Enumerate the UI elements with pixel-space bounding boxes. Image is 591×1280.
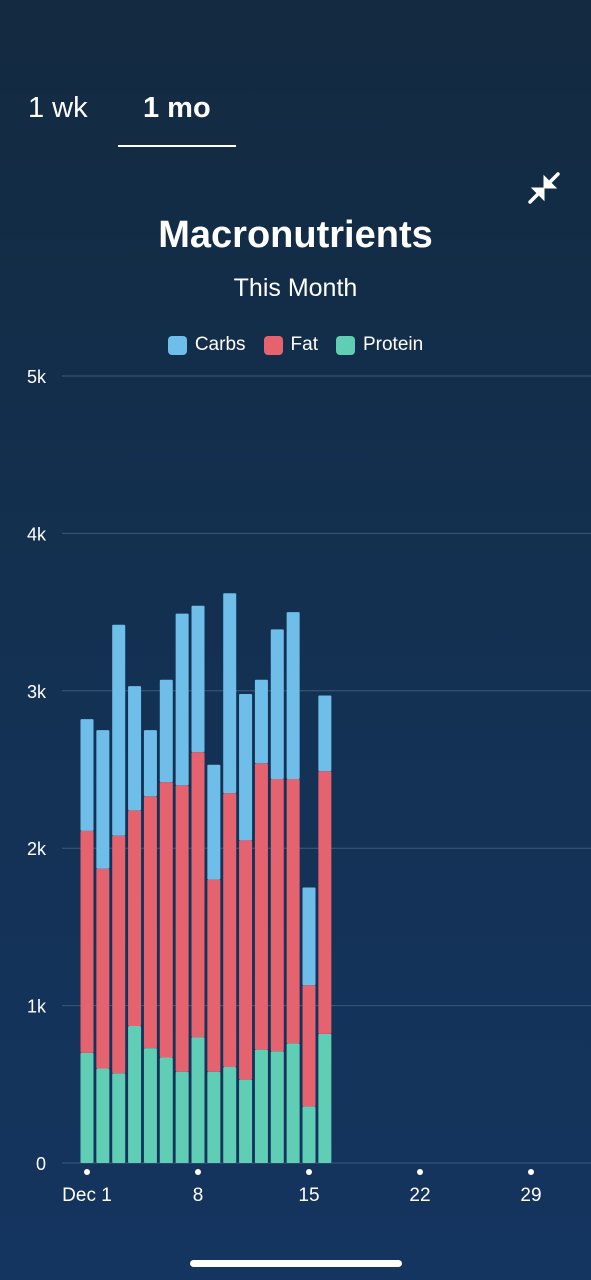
bar-carbs-11: [239, 693, 253, 841]
bar-fat-1: [80, 830, 94, 1053]
bar-carbs-8: [191, 605, 205, 753]
bar-carbs-2: [96, 730, 110, 869]
bar-fat-10: [223, 793, 237, 1067]
bar-fat-8: [191, 752, 205, 1038]
bar-carbs-5: [143, 730, 157, 797]
bar-carbs-3: [112, 624, 126, 836]
legend-swatch-protein: [335, 335, 355, 355]
bar-fat-11: [239, 840, 253, 1080]
bar-protein-7: [175, 1071, 189, 1163]
bar-carbs-14: [286, 612, 300, 779]
x-tick-dot-1: [84, 1169, 90, 1175]
bar-fat-12: [254, 763, 268, 1050]
range-tabs: 1 wk 1 mo: [0, 88, 591, 150]
x-tick-dot-22: [417, 1169, 423, 1175]
bar-protein-9: [207, 1071, 221, 1163]
bar-protein-16: [318, 1033, 332, 1163]
bar-protein-14: [286, 1043, 300, 1163]
x-tick-dot-29: [528, 1169, 534, 1175]
legend-label-fat: Fat: [290, 334, 318, 355]
bar-fat-3: [112, 835, 126, 1074]
x-tick-label-1: Dec 1: [62, 1185, 112, 1206]
selected-tab-underline: [118, 145, 236, 147]
bar-protein-15: [302, 1106, 316, 1163]
y-tick-label-1k: 1k: [27, 997, 47, 1017]
legend-swatch-fat: [263, 335, 283, 355]
bar-fat-4: [128, 810, 142, 1027]
bar-carbs-6: [159, 679, 173, 783]
bar-carbs-4: [128, 686, 142, 811]
bar-protein-5: [143, 1048, 157, 1163]
collapse-arrows-glyph: [528, 172, 560, 204]
bar-protein-13: [270, 1051, 284, 1163]
legend-label-protein: Protein: [362, 334, 424, 355]
y-tick-label-0: 0: [36, 1154, 46, 1174]
y-tick-label-3k: 3k: [27, 682, 47, 702]
bar-carbs-16: [318, 695, 332, 772]
bar-protein-4: [128, 1026, 142, 1163]
x-tick-dot-15: [306, 1169, 312, 1175]
chart-title: Macronutrients: [158, 214, 433, 256]
y-tick-label-2k: 2k: [27, 839, 47, 859]
y-tick-label-4k: 4k: [27, 524, 47, 544]
legend-swatch-carbs: [167, 335, 187, 355]
tab-1-month[interactable]: 1 mo: [143, 92, 211, 124]
bar-fat-14: [286, 778, 300, 1044]
x-tick-label-8: 8: [193, 1185, 204, 1206]
legend-item-carbs: Carbs: [167, 334, 246, 356]
bar-protein-11: [239, 1079, 253, 1163]
bar-fat-15: [302, 985, 316, 1107]
legend-label-carbs: Carbs: [194, 334, 246, 355]
bar-protein-10: [223, 1066, 237, 1163]
bar-protein-12: [254, 1049, 268, 1163]
chart-legend: Carbs Fat Protein: [0, 334, 591, 356]
bar-carbs-15: [302, 887, 316, 986]
bar-fat-2: [96, 868, 110, 1069]
bar-fat-6: [159, 782, 173, 1058]
x-tick-label-15: 15: [298, 1185, 319, 1206]
x-tick-label-22: 22: [409, 1185, 430, 1206]
bar-protein-1: [80, 1052, 94, 1163]
y-tick-label-5k: 5k: [27, 367, 47, 387]
bar-carbs-7: [175, 613, 189, 786]
x-tick-label-29: 29: [520, 1185, 541, 1206]
legend-item-fat: Fat: [263, 334, 318, 356]
bar-carbs-9: [207, 764, 221, 880]
bar-protein-2: [96, 1068, 110, 1163]
bar-carbs-10: [223, 593, 237, 794]
bar-protein-6: [159, 1057, 173, 1163]
bar-fat-13: [270, 778, 284, 1052]
collapse-arrows-icon[interactable]: [526, 170, 562, 206]
bar-carbs-13: [270, 629, 284, 779]
chart-subtitle: This Month: [233, 274, 358, 302]
bar-protein-8: [191, 1037, 205, 1163]
legend-item-protein: Protein: [335, 334, 424, 356]
bar-fat-7: [175, 785, 189, 1072]
bar-fat-5: [143, 796, 157, 1049]
home-indicator[interactable]: [190, 1260, 402, 1267]
x-tick-dot-8: [195, 1169, 201, 1175]
bar-fat-16: [318, 771, 332, 1034]
tab-1-week[interactable]: 1 wk: [28, 92, 88, 124]
bar-fat-9: [207, 879, 221, 1072]
macronutrients-chart: 0 1k 2k 3k 4k 5k Dec 1 8 15 22 29: [27, 367, 591, 1206]
bar-carbs-1: [80, 719, 94, 831]
bar-carbs-12: [254, 679, 268, 764]
bar-protein-3: [112, 1073, 126, 1163]
